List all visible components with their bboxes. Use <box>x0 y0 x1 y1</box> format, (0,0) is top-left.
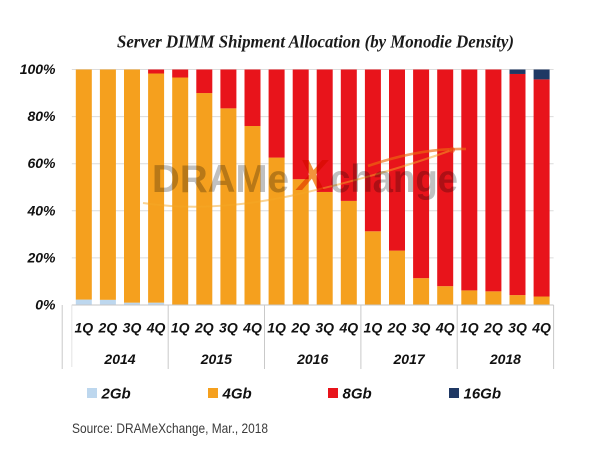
svg-text:1Q: 1Q <box>171 319 190 335</box>
svg-text:4Gb: 4Gb <box>222 386 252 403</box>
svg-text:2Q: 2Q <box>290 319 310 335</box>
svg-text:3Q: 3Q <box>315 319 334 335</box>
svg-text:2Q: 2Q <box>194 319 214 335</box>
svg-text:4Q: 4Q <box>146 319 166 335</box>
svg-text:1Q: 1Q <box>460 319 479 335</box>
svg-text:Source: DRAMeXchange, Mar., 20: Source: DRAMeXchange, Mar., 2018 <box>72 420 268 436</box>
svg-text:2018: 2018 <box>489 351 521 367</box>
svg-text:80%: 80% <box>27 108 56 124</box>
svg-text:4Q: 4Q <box>531 319 551 335</box>
svg-text:2Q: 2Q <box>483 319 503 335</box>
svg-text:change: change <box>330 158 458 201</box>
svg-text:2017: 2017 <box>393 351 426 367</box>
svg-text:16Gb: 16Gb <box>464 386 502 403</box>
svg-text:3Q: 3Q <box>508 319 527 335</box>
svg-text:DRAMe: DRAMe <box>152 158 289 201</box>
svg-text:2Gb: 2Gb <box>101 386 131 403</box>
svg-text:1Q: 1Q <box>267 319 286 335</box>
svg-text:Server DIMM Shipment Allocatio: Server DIMM Shipment Allocation (by Mono… <box>117 32 514 53</box>
svg-text:3Q: 3Q <box>412 319 431 335</box>
svg-text:1Q: 1Q <box>74 319 93 335</box>
svg-text:2015: 2015 <box>200 351 232 367</box>
svg-text:4Q: 4Q <box>338 319 358 335</box>
svg-text:3Q: 3Q <box>219 319 238 335</box>
svg-text:60%: 60% <box>27 155 56 171</box>
svg-text:1Q: 1Q <box>364 319 383 335</box>
svg-text:20%: 20% <box>26 249 56 265</box>
svg-text:2Q: 2Q <box>387 319 407 335</box>
svg-text:2016: 2016 <box>296 351 328 367</box>
svg-text:4Q: 4Q <box>242 319 262 335</box>
svg-text:4Q: 4Q <box>435 319 455 335</box>
svg-text:X: X <box>294 151 329 200</box>
svg-text:2014: 2014 <box>103 351 135 367</box>
svg-text:100%: 100% <box>20 61 56 77</box>
svg-text:2Q: 2Q <box>98 319 118 335</box>
svg-text:3Q: 3Q <box>123 319 142 335</box>
svg-text:0%: 0% <box>35 297 56 313</box>
svg-text:40%: 40% <box>26 202 56 218</box>
svg-text:8Gb: 8Gb <box>343 386 372 403</box>
